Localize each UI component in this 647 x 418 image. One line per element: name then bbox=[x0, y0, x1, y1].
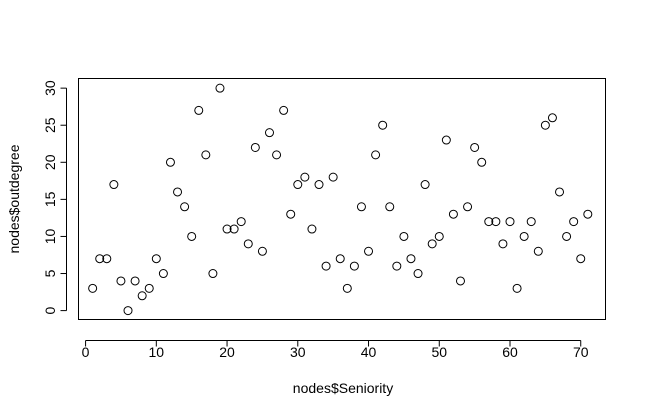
data-point bbox=[519, 231, 529, 241]
data-point bbox=[491, 217, 501, 227]
data-point bbox=[547, 113, 557, 123]
data-point bbox=[477, 157, 487, 167]
data-point bbox=[420, 180, 430, 190]
data-point bbox=[257, 246, 267, 256]
data-point bbox=[406, 254, 416, 264]
data-point bbox=[533, 246, 543, 256]
data-point bbox=[448, 209, 458, 219]
data-point bbox=[151, 254, 161, 264]
data-point bbox=[540, 120, 550, 130]
data-point bbox=[349, 261, 359, 271]
x-tick-label: 10 bbox=[149, 344, 165, 360]
data-point bbox=[201, 150, 211, 160]
data-point bbox=[293, 180, 303, 190]
data-point bbox=[505, 217, 515, 227]
x-axis: 0 10 20 30 40 50 60 70 bbox=[82, 340, 589, 360]
data-point bbox=[243, 239, 253, 249]
data-point bbox=[236, 217, 246, 227]
data-point bbox=[364, 246, 374, 256]
data-point bbox=[498, 239, 508, 249]
y-tick-label: 20 bbox=[42, 154, 58, 170]
data-point bbox=[208, 269, 218, 279]
x-tick-label: 60 bbox=[502, 344, 518, 360]
y-tick-label: 10 bbox=[42, 228, 58, 244]
data-point bbox=[279, 105, 289, 115]
data-point bbox=[427, 239, 437, 249]
x-tick-label: 20 bbox=[219, 344, 235, 360]
data-point bbox=[187, 231, 197, 241]
data-point bbox=[455, 276, 465, 286]
x-axis-label: nodes$Seniority bbox=[293, 380, 393, 396]
data-point bbox=[470, 142, 480, 152]
data-point bbox=[321, 261, 331, 271]
data-point bbox=[123, 306, 133, 316]
plot-frame bbox=[78, 78, 606, 320]
data-point bbox=[286, 209, 296, 219]
data-point bbox=[109, 180, 119, 190]
data-point bbox=[385, 202, 395, 212]
data-point bbox=[583, 209, 593, 219]
data-point bbox=[371, 150, 381, 160]
y-tick-label: 15 bbox=[42, 191, 58, 207]
data-point bbox=[264, 128, 274, 138]
x-tick-label: 30 bbox=[290, 344, 306, 360]
data-point bbox=[512, 283, 522, 293]
y-tick-label: 0 bbox=[42, 306, 58, 314]
data-points bbox=[88, 83, 593, 316]
data-point bbox=[180, 202, 190, 212]
data-point bbox=[413, 269, 423, 279]
y-axis-label: nodes$outdegree bbox=[6, 144, 22, 253]
data-point bbox=[102, 254, 112, 264]
data-point bbox=[229, 224, 239, 234]
data-point bbox=[562, 231, 572, 241]
y-tick-label: 30 bbox=[42, 80, 58, 96]
data-point bbox=[335, 254, 345, 264]
data-point bbox=[130, 276, 140, 286]
data-point bbox=[137, 291, 147, 301]
data-point bbox=[441, 135, 451, 145]
data-point bbox=[307, 224, 317, 234]
y-tick-label: 25 bbox=[42, 117, 58, 133]
x-tick-label: 50 bbox=[431, 344, 447, 360]
data-point bbox=[144, 283, 154, 293]
data-point bbox=[434, 231, 444, 241]
data-point bbox=[250, 142, 260, 152]
data-point bbox=[194, 105, 204, 115]
data-point bbox=[88, 283, 98, 293]
data-point bbox=[165, 157, 175, 167]
data-point bbox=[392, 261, 402, 271]
data-point bbox=[222, 224, 232, 234]
data-point bbox=[95, 254, 105, 264]
y-tick-label: 5 bbox=[42, 269, 58, 277]
x-tick-label: 70 bbox=[573, 344, 589, 360]
data-point bbox=[173, 187, 183, 197]
data-point bbox=[526, 217, 536, 227]
data-point bbox=[569, 217, 579, 227]
x-tick-label: 0 bbox=[82, 344, 90, 360]
data-point bbox=[272, 150, 282, 160]
data-point bbox=[576, 254, 586, 264]
data-point bbox=[399, 231, 409, 241]
y-axis: 0 5 10 15 20 25 30 bbox=[42, 80, 67, 314]
data-point bbox=[463, 202, 473, 212]
data-point bbox=[555, 187, 565, 197]
data-point bbox=[314, 180, 324, 190]
data-point bbox=[215, 83, 225, 93]
data-point bbox=[116, 276, 126, 286]
data-point bbox=[378, 120, 388, 130]
data-point bbox=[300, 172, 310, 182]
x-tick-label: 40 bbox=[361, 344, 377, 360]
data-point bbox=[356, 202, 366, 212]
data-point bbox=[328, 172, 338, 182]
data-point bbox=[342, 283, 352, 293]
data-point bbox=[484, 217, 494, 227]
data-point bbox=[158, 269, 168, 279]
